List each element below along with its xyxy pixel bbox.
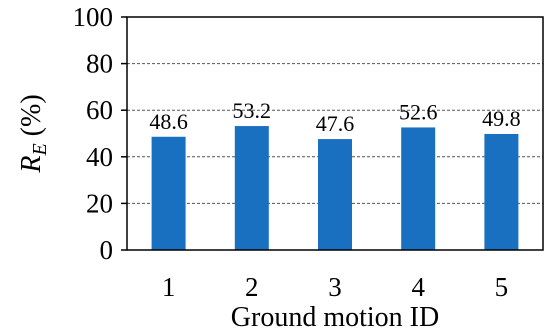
y-axis-title-unit: (%) bbox=[16, 94, 47, 143]
x-tick-label: 3 bbox=[328, 272, 342, 302]
y-tick-label: 60 bbox=[86, 95, 113, 125]
y-tick-label: 0 bbox=[100, 235, 114, 265]
y-tick-label: 100 bbox=[73, 2, 114, 32]
x-axis-title: Ground motion ID bbox=[231, 302, 439, 333]
x-axis-ticks: 1 2 3 4 5 bbox=[162, 272, 508, 302]
data-label: 48.6 bbox=[149, 109, 188, 134]
data-label: 47.6 bbox=[316, 111, 355, 136]
data-labels: 48.6 53.2 47.6 52.6 49.8 bbox=[149, 98, 520, 136]
bars bbox=[151, 126, 519, 250]
bar bbox=[234, 126, 269, 250]
y-axis-title: RE (%) bbox=[16, 94, 51, 173]
y-tick-label: 40 bbox=[86, 142, 113, 172]
plot-frame bbox=[126, 16, 544, 251]
bar bbox=[484, 133, 519, 250]
bar bbox=[318, 139, 352, 250]
x-tick-label: 1 bbox=[162, 272, 176, 302]
bar bbox=[151, 136, 186, 250]
y-axis-title-subscript: E bbox=[29, 143, 51, 156]
x-tick-label: 2 bbox=[245, 272, 259, 302]
x-tick-label: 4 bbox=[411, 272, 425, 302]
x-tick-label: 5 bbox=[495, 272, 509, 302]
bar bbox=[401, 127, 436, 250]
y-axis-ticks: 0 20 40 60 80 100 bbox=[73, 2, 127, 265]
data-label: 53.2 bbox=[233, 98, 272, 123]
data-label: 52.6 bbox=[399, 99, 438, 124]
y-axis-title-main: R bbox=[16, 156, 47, 174]
data-label: 49.8 bbox=[482, 106, 521, 131]
y-tick-label: 20 bbox=[86, 188, 113, 218]
y-tick-label: 80 bbox=[86, 49, 113, 79]
